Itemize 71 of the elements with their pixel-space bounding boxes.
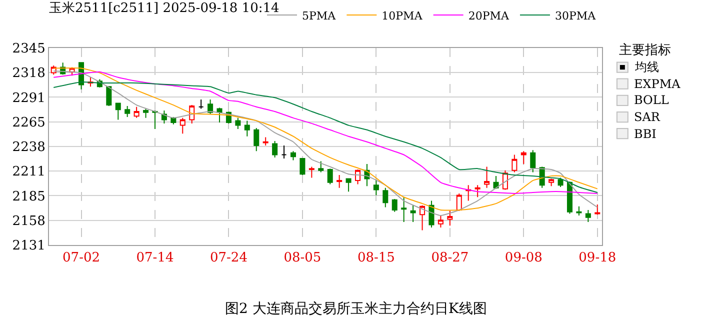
text: SAR	[634, 110, 661, 124]
y-tick-label: 2131	[12, 238, 46, 254]
candlestick	[392, 198, 398, 212]
legend-label: 5PMA	[302, 9, 337, 22]
legend-label: 30PMA	[554, 9, 597, 22]
text: BOLL	[634, 93, 669, 107]
candlestick	[262, 136, 268, 146]
candlestick	[272, 140, 278, 158]
text: EXPMA	[634, 77, 681, 91]
candlestick	[300, 158, 306, 176]
text: 主要指标	[619, 42, 671, 58]
candlestick	[548, 178, 554, 187]
candlestick	[244, 120, 250, 137]
candlestick	[558, 177, 564, 188]
text: BBI	[634, 127, 657, 141]
candlestick	[124, 105, 130, 118]
x-tick-label: 09-18	[578, 250, 616, 266]
candlestick	[520, 150, 526, 164]
candlestick	[373, 179, 379, 196]
x-tick-label: 08-27	[431, 250, 469, 266]
candlestick	[106, 86, 112, 106]
legend-label: 20PMA	[468, 9, 510, 22]
candlestick	[327, 168, 333, 185]
candlestick	[346, 178, 352, 192]
candlestick	[484, 166, 490, 188]
candlestick	[143, 108, 149, 118]
candlestick	[318, 160, 324, 173]
candlestick	[254, 128, 260, 152]
candlestick	[512, 154, 518, 173]
chart-title: 玉米2511[c2511] 2025-09-18 10:14	[49, 1, 280, 16]
candlestick	[493, 175, 499, 190]
candlestick	[585, 210, 591, 222]
x-tick-label: 09-08	[504, 250, 542, 266]
candlestick	[530, 150, 536, 173]
candlestick	[235, 117, 241, 130]
x-tick-label: 07-02	[62, 250, 100, 266]
candlestick	[115, 102, 121, 120]
candlestick	[281, 145, 287, 159]
candlestick	[180, 117, 186, 134]
caption: 图2 大连商品交易所玉米主力合约日K线图	[225, 301, 487, 317]
candlestick	[576, 206, 582, 216]
candlestick	[401, 196, 407, 222]
candlestick	[152, 110, 158, 130]
candlestick	[382, 187, 388, 208]
x-tick-label: 07-24	[210, 250, 248, 266]
candlestick	[216, 107, 222, 124]
y-tick-label: 2185	[12, 189, 46, 204]
candlestick	[308, 166, 314, 178]
y-tick-label: 2238	[12, 140, 46, 156]
candlestick	[594, 204, 600, 216]
candlestick	[336, 174, 342, 188]
candlestick	[410, 204, 416, 222]
candlestick	[198, 99, 204, 110]
candlestick	[208, 99, 214, 115]
y-tick-label: 2345	[12, 42, 46, 56]
y-tick-label: 2291	[12, 90, 46, 106]
x-tick-label: 08-15	[357, 250, 395, 266]
text: 均线	[634, 60, 659, 74]
legend-label: 10PMA	[382, 9, 424, 22]
candlestick	[428, 200, 434, 228]
y-tick-label: 2265	[12, 115, 46, 130]
candlestick	[474, 184, 480, 198]
y-tick-label: 2211	[12, 164, 46, 180]
candlestick	[447, 210, 453, 226]
y-tick-label: 2318	[12, 66, 46, 82]
candlestick	[438, 215, 444, 228]
y-tick-label: 2158	[12, 214, 46, 229]
candlestick	[134, 106, 140, 118]
x-tick-label: 08-05	[284, 250, 322, 266]
x-tick-label: 07-14	[136, 250, 174, 266]
candlestick	[290, 150, 296, 161]
